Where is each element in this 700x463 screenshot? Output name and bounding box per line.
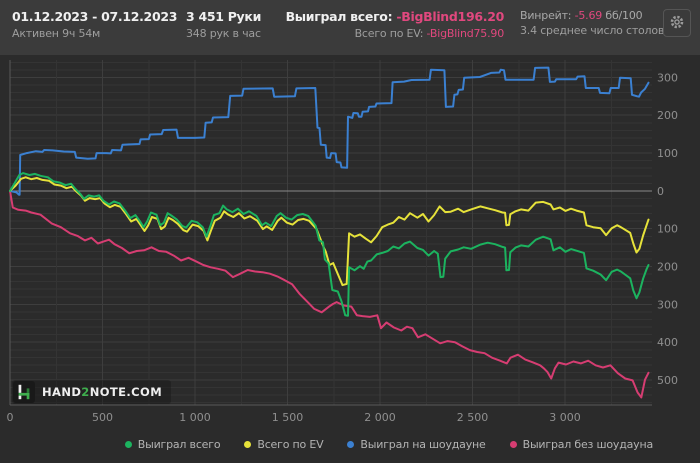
svg-text:0: 0 (657, 185, 664, 198)
hand2note-logo-icon (13, 381, 35, 403)
hand2note-logo-text: HAND2NOTE.COM (42, 385, 163, 399)
svg-text:1 500: 1 500 (272, 411, 304, 424)
won-total-value: -BigBlind196.20 (396, 9, 504, 24)
won-total-label: Выиграл всего: (285, 9, 393, 24)
svg-text:3 000: 3 000 (549, 411, 581, 424)
active-time: Активен 9ч 54м (12, 27, 101, 40)
svg-text:1 000: 1 000 (179, 411, 211, 424)
settings-button[interactable] (663, 9, 691, 37)
date-range-block: 01.12.2023 - 07.12.2023 Активен 9ч 54м (12, 8, 177, 41)
avg-tables: 3.4 среднее число столов (520, 24, 665, 37)
svg-text:100: 100 (657, 147, 678, 160)
svg-text:500: 500 (92, 411, 113, 424)
hand2note-watermark: HAND2NOTE.COM (12, 380, 172, 404)
svg-text:300: 300 (657, 71, 678, 84)
hands-block: 3 451 Руки 348 рук в час (186, 8, 261, 41)
date-range: 01.12.2023 - 07.12.2023 (12, 9, 178, 24)
svg-text:0: 0 (7, 411, 14, 424)
svg-text:2 500: 2 500 (457, 411, 489, 424)
svg-text:2 000: 2 000 (364, 411, 396, 424)
legend-dot-won-non-showdown (509, 441, 517, 448)
winrate-value: -5.69 (574, 9, 603, 22)
svg-text:300: 300 (657, 298, 678, 311)
svg-text:400: 400 (657, 336, 678, 349)
svg-text:200: 200 (657, 109, 678, 122)
ev-total-value: -BigBlind75.90 (426, 27, 505, 40)
winnings-block: Выиграл всего: -BigBlind196.20 Всего по … (285, 8, 505, 41)
legend-item-ev-total[interactable]: Всего по EV (244, 438, 324, 451)
legend-dot-won-total (124, 441, 132, 448)
legend-dot-won-showdown (347, 441, 355, 448)
svg-text:200: 200 (657, 261, 678, 274)
legend-item-won-total[interactable]: Выиграл всего (124, 438, 221, 451)
legend-item-won-showdown[interactable]: Выиграл на шоудауне (347, 438, 486, 451)
chart-legend: Выиграл всего Всего по EV Выиграл на шоу… (124, 438, 653, 451)
svg-text:100: 100 (657, 223, 678, 236)
hands-count: 3 451 Руки (186, 9, 262, 24)
winrate-unit: бб/100 (605, 9, 643, 22)
svg-text:500: 500 (657, 374, 678, 387)
winrate-block: Винрейт: -5.69 бб/100 3.4 среднее число … (520, 8, 664, 38)
winrate-label: Винрейт: (520, 9, 572, 22)
stats-header: 01.12.2023 - 07.12.2023 Активен 9ч 54м 3… (0, 0, 700, 55)
legend-dot-ev-total (244, 441, 252, 448)
ev-total-label: Всего по EV: (354, 27, 424, 40)
hands-per-hour: 348 рук в час (186, 27, 261, 40)
legend-item-won-non-showdown[interactable]: Выиграл без шоудауна (509, 438, 653, 451)
gear-icon (669, 14, 685, 33)
